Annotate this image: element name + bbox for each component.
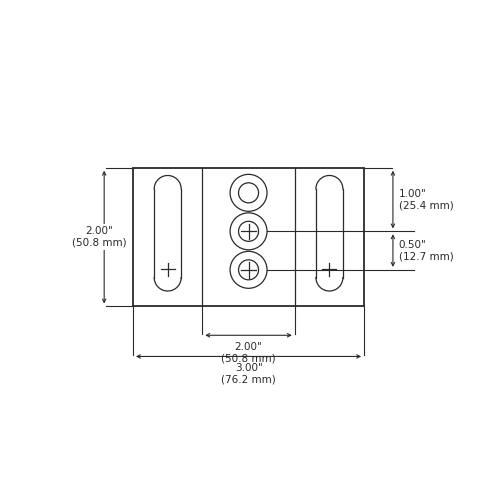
Text: 2.00"
(50.8 mm): 2.00" (50.8 mm) bbox=[221, 342, 276, 364]
Text: 0.50"
(12.7 mm): 0.50" (12.7 mm) bbox=[398, 240, 454, 262]
Bar bbox=[133, 168, 364, 306]
Text: 1.00"
(25.4 mm): 1.00" (25.4 mm) bbox=[398, 189, 454, 210]
Text: 3.00"
(76.2 mm): 3.00" (76.2 mm) bbox=[221, 364, 276, 385]
Text: 2.00"
(50.8 mm): 2.00" (50.8 mm) bbox=[72, 226, 127, 248]
